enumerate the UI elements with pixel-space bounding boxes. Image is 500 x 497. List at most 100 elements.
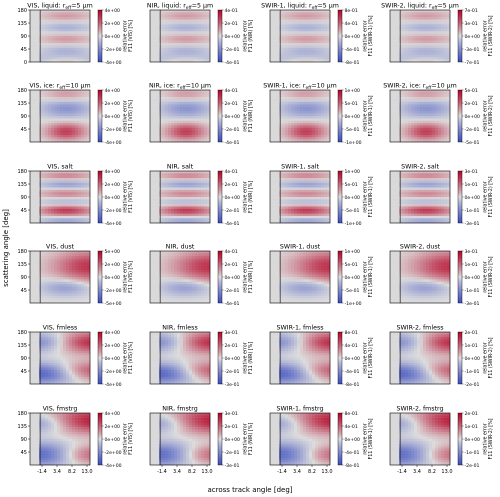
- colorbar-tick-label: 0e+00: [465, 34, 481, 40]
- heatmap-cells: [390, 413, 451, 466]
- panel-title: VIS, fmstrg: [43, 406, 78, 413]
- colorbar-tick-label: 7e-01: [465, 8, 478, 14]
- heatmap-cells: [30, 171, 91, 224]
- panel-title: VIS, salt: [47, 164, 73, 171]
- colorbar-tick-label: -8e-01: [345, 60, 360, 66]
- colorbar-tick-label: 5e-01: [345, 182, 358, 188]
- colorbar-tick-label: 2e-01: [225, 262, 238, 268]
- colorbar-label: relative errorF11 (NIR) [%]: [243, 181, 255, 213]
- colorbar-label: relative errorF11 (SWIR-2) [%]: [483, 176, 495, 217]
- colorbar-tick-label: -2e-01: [225, 288, 240, 294]
- colorbar-tick-label: -4e-01: [345, 47, 360, 53]
- colorbar-tick-label: -2e+00: [105, 47, 122, 53]
- colorbar: 4e+00 2e+00 0e+00 -2e+00 -4e+00 relative erro…: [97, 411, 134, 469]
- y-tick-label: 180: [17, 411, 27, 417]
- colorbar-tick-label: -4e-01: [225, 221, 240, 227]
- panel-title: VIS, dust: [46, 244, 74, 251]
- colorbar-tick-label: -3e-01: [465, 47, 480, 53]
- colorbar-tick-label: -4e+00: [105, 60, 122, 66]
- colorbar-tick-label: 0e+00: [345, 114, 361, 120]
- colorbar-tick-label: -2e+00: [105, 208, 122, 214]
- plot-frame: [149, 89, 211, 143]
- colorbar-tick-label: 0e+00: [225, 114, 241, 120]
- colorbar-label: relative errorF11 (NIR) [%]: [243, 342, 255, 374]
- y-tick-label: 135: [17, 101, 27, 107]
- colorbar-tick-label: 2e+00: [105, 262, 121, 268]
- heatmap-cells: [150, 10, 211, 63]
- colorbar-tick-label: 4e+00: [105, 330, 121, 336]
- panel-fmstrg-swir-2: SWIR-2, fmstrg -1.4 3.4 8.2 13.0 2e-01 1e-01 0e…: [389, 406, 494, 475]
- colorbar-tick-label: 0e+00: [465, 195, 481, 201]
- panel-grid: VIS, liquid: reff=5 µm180135904504e+002e…: [17, 3, 494, 476]
- colorbar-tick-label: 4e-01: [225, 8, 238, 14]
- colorbar-label: relative errorF11 (SWIR-1) [%]: [363, 15, 375, 56]
- colorbar-tick-label: 4e-01: [225, 249, 238, 255]
- y-tick-label: 0: [24, 60, 27, 66]
- x-tick-label: 3.4: [173, 469, 181, 475]
- panel-title: SWIR-1, liquid: reff=5 µm: [261, 3, 339, 12]
- heatmap-cells: [270, 10, 331, 63]
- heatmap-cells: [270, 332, 331, 385]
- plot-frame: [149, 9, 211, 63]
- panel-title: SWIR-2, fmless: [396, 325, 443, 332]
- colorbar: 4e-01 2e-01 0e+00 -2e-01 -4e-01 relative erro…: [217, 88, 255, 146]
- panel-title: NIR, salt: [167, 164, 194, 171]
- plot-frame: [269, 250, 331, 304]
- panel-title: NIR, dust: [166, 244, 195, 251]
- colorbar-tick-label: -2e-01: [465, 463, 480, 469]
- y-tick-label: 180: [17, 249, 27, 255]
- colorbar-tick-label: -4e+00: [105, 382, 122, 388]
- heatmap-cells: [390, 171, 451, 224]
- x-tick-label: 8.2: [308, 469, 316, 475]
- x-tick-label: 3.4: [53, 469, 61, 475]
- panel-title: SWIR-1, fmless: [276, 325, 323, 332]
- panel-title: SWIR-1, salt: [281, 164, 319, 171]
- figure-ylabel: scattering angle [deg]: [2, 209, 10, 287]
- colorbar-tick-label: 2e-01: [465, 411, 478, 417]
- colorbar-tick-label: 0e+00: [345, 195, 361, 201]
- x-tick-label: -1.4: [37, 469, 47, 475]
- x-tick-label: -1.4: [277, 469, 287, 475]
- colorbar-tick-label: 3e-01: [465, 21, 478, 27]
- colorbar-label: relative errorF11 (NIR) [%]: [243, 20, 255, 52]
- x-tick-label: -1.4: [397, 469, 407, 475]
- y-tick-label: 45: [21, 47, 27, 53]
- heatmap-cells: [390, 251, 451, 304]
- heatmap-cells: [150, 171, 211, 224]
- colorbar-tick-label: -2e-01: [225, 47, 240, 53]
- panel-fmstrg-swir-1: SWIR-1, fmstrg -1.4 3.4 8.2 13.0 8e-01 4e-01 0e…: [269, 406, 374, 475]
- colorbar-tick-label: -2e-01: [225, 369, 240, 375]
- colorbar-tick-label: -2e+00: [105, 288, 122, 294]
- y-tick-label: 135: [17, 182, 27, 188]
- colorbar-tick-label: -5e+00: [105, 301, 122, 307]
- panel-fmless-swir-2: SWIR-2, fmless 2e-01 1e-01 0e+00 -1e-01 -2e-0…: [389, 325, 494, 388]
- panel-title: VIS, liquid: reff=5 µm: [27, 3, 92, 12]
- colorbar-tick-label: -1e-01: [465, 288, 480, 294]
- panel-title: NIR, fmless: [162, 325, 197, 332]
- x-tick-label: -1.4: [157, 469, 167, 475]
- colorbar-tick-label: -4e+00: [105, 463, 122, 469]
- panel-dust-nir: NIR, dust 4e-01 2e-01 0e+00 -2e-01 -4e-01 rela…: [149, 244, 254, 307]
- panel-title: NIR, liquid: reff=5 µm: [147, 3, 213, 12]
- colorbar-tick-label: 2e+00: [105, 343, 121, 349]
- y-tick-label: 90: [21, 275, 27, 281]
- colorbar-tick-label: 3e-01: [225, 330, 238, 336]
- plot-frame: [389, 250, 451, 304]
- colorbar: 4e-01 2e-01 0e+00 -2e-01 -4e-01 relative erro…: [217, 249, 254, 307]
- colorbar-label: relative errorF11 (SWIR-1) [%]: [363, 337, 375, 378]
- colorbar: 4e-01 2e-01 0e+00 -2e-01 -4e-01 relative erro…: [217, 8, 255, 66]
- heatmap-cells: [270, 251, 331, 304]
- panel-title: SWIR-2, ice: reff=10 µm: [383, 83, 457, 92]
- colorbar-tick-label: 2e-01: [465, 101, 478, 107]
- panel-dust-swir-2: SWIR-2, dust 3e-01 1e-01 0e+00 -1e-01 -3e-01r…: [389, 244, 494, 307]
- colorbar-label: relative errorF11 (SWIR-2) [%]: [483, 15, 495, 56]
- colorbar-tick-label: -5e-01: [345, 208, 360, 214]
- colorbar-label: relative errorF11 (NIR) [%]: [243, 100, 255, 132]
- x-tick-label: 8.2: [188, 469, 196, 475]
- colorbar-label: relative errorF11 (VIS) [%]: [123, 261, 135, 293]
- panel-liquid-swir-1: SWIR-1, liquid: reff=5 µm 8e-01 4e-01 0e+00…: [261, 3, 374, 66]
